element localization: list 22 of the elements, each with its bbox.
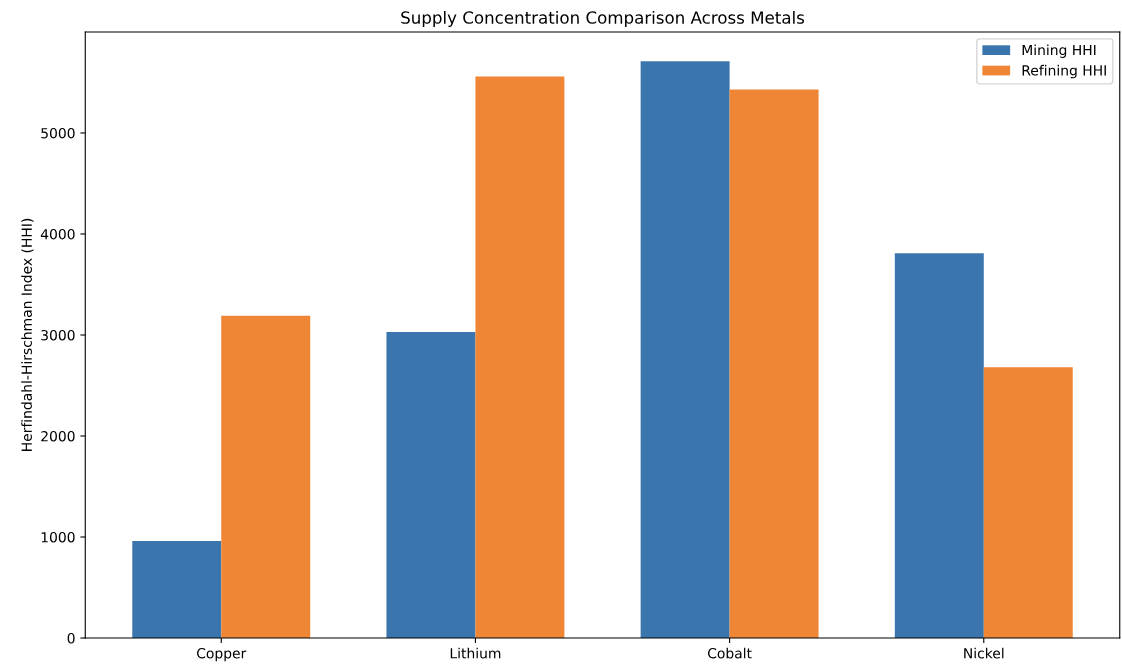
bar (386, 331, 476, 639)
legend-label: Mining HHI (1022, 44, 1096, 58)
y-tick-label: 4000 (40, 228, 75, 240)
y-tick-label: 1000 (41, 531, 75, 543)
y-tick-label: 2000 (41, 430, 75, 442)
x-tick-label: Nickel (964, 647, 1004, 659)
legend-label: Refining HHI (1022, 64, 1106, 79)
y-tick-label: 3000 (41, 329, 75, 341)
bar (640, 61, 730, 639)
bar (983, 367, 1073, 639)
bar (475, 76, 565, 639)
chart-title: Supply Concentration Comparison Across Metals (401, 10, 805, 28)
x-tick-label: Copper (196, 648, 247, 662)
bar (894, 253, 984, 639)
y-tick-label: 5000 (41, 127, 75, 139)
x-tick-label: Cobalt (707, 647, 752, 659)
y-axis-title: Herfindahl-Hirschman Index (HHI) (21, 218, 34, 451)
bar (132, 541, 222, 639)
bar (221, 315, 311, 639)
x-tick-label: Lithium (450, 647, 501, 659)
y-tick-label: 0 (67, 633, 75, 644)
bar (729, 89, 819, 639)
